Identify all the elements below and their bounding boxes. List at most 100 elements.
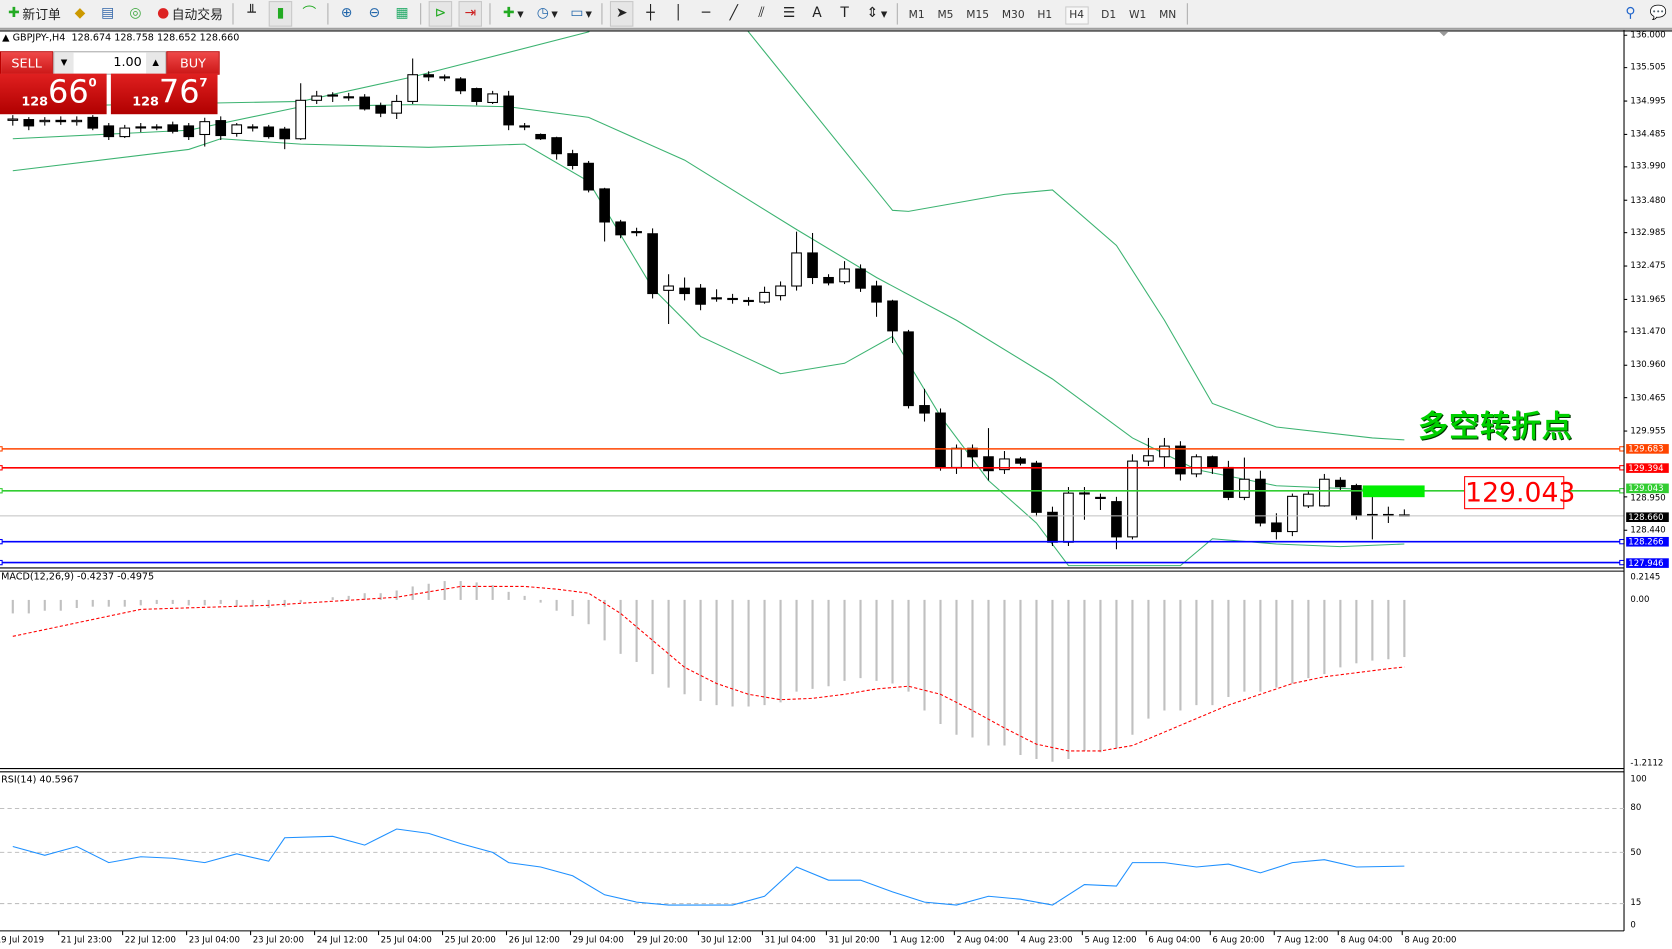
- timeframe-w1[interactable]: W1: [1128, 9, 1147, 22]
- bull-candle-body: [775, 285, 786, 297]
- candle: [1287, 493, 1298, 537]
- arrows-icon: ⇕: [866, 5, 879, 22]
- fibonacci-button[interactable]: ☰: [779, 2, 800, 25]
- bear-candle-body: [1047, 511, 1058, 543]
- candle: [919, 388, 930, 422]
- bull-candle-body: [1095, 496, 1106, 499]
- text-label-button[interactable]: T: [834, 2, 855, 25]
- timeframe-m30[interactable]: M30: [1001, 9, 1025, 22]
- candle: [23, 117, 35, 131]
- time-label: 19 Jul 2019: [0, 935, 45, 945]
- bull-candle-body: [391, 100, 403, 114]
- candle: [1015, 456, 1026, 466]
- bear-candle-body: [263, 126, 275, 138]
- bear-candle-body: [519, 125, 530, 128]
- lot-size-stepper[interactable]: ▼ 1.00 ▲: [53, 51, 167, 75]
- crosshair-button[interactable]: ┼: [640, 2, 661, 25]
- indicators-button[interactable]: ✚ ▾: [498, 2, 526, 25]
- crosshair-icon: ┼: [646, 5, 655, 22]
- vertical-line-button[interactable]: │: [668, 2, 689, 25]
- annotation-text[interactable]: 多空转折点: [1418, 408, 1573, 445]
- timeframe-h4[interactable]: H4: [1065, 6, 1089, 25]
- periods-button[interactable]: ◷ ▾: [532, 2, 560, 25]
- candle: [823, 274, 834, 286]
- signal-button[interactable]: ◎: [125, 2, 146, 25]
- auto-trading-button[interactable]: ● 自动交易: [153, 2, 226, 25]
- timeframe-mn[interactable]: MN: [1159, 9, 1177, 22]
- trendline-button[interactable]: ╱: [723, 2, 744, 25]
- rsi-axis-label: 15: [1630, 898, 1642, 908]
- bollinger-upper-line: [12, 30, 1405, 441]
- price-tick-label: 130.960: [1630, 359, 1666, 370]
- level-handle: [0, 465, 3, 471]
- equidistant-channel-button[interactable]: ⫽: [751, 2, 772, 25]
- timeframe-d1[interactable]: D1: [1101, 9, 1117, 22]
- chart-shift-button[interactable]: ⊳: [428, 1, 453, 27]
- candle: [487, 90, 498, 104]
- annotation-price-label[interactable]: 129.043: [1464, 476, 1576, 510]
- price-tick-label: 128.440: [1630, 524, 1666, 535]
- candle: [119, 124, 131, 139]
- timeframe-m15[interactable]: M15: [966, 9, 990, 22]
- auto-trading-icon: ●: [157, 5, 170, 22]
- zoom-in-button[interactable]: ⊕: [336, 2, 357, 25]
- candle: [999, 451, 1010, 474]
- templates-button[interactable]: ▭ ▾: [570, 5, 592, 22]
- chart-canvas[interactable]: [0, 29, 1672, 949]
- bull-candle-body: [1303, 493, 1314, 507]
- bid-price-box[interactable]: 128 66 0: [0, 73, 107, 115]
- line-chart-button[interactable]: ⌒: [299, 2, 320, 25]
- price-tick-label: 130.465: [1630, 392, 1666, 402]
- tile-windows-button[interactable]: ▦: [391, 2, 412, 25]
- bollinger-lower-line: [12, 138, 1405, 567]
- lot-increase-button[interactable]: ▲: [146, 52, 166, 74]
- candle: [1031, 460, 1042, 517]
- new-order-button[interactable]: ✚ 新订单: [3, 2, 63, 25]
- price-tag-129.683: 129.683: [1626, 444, 1669, 454]
- lot-size-input[interactable]: 1.00: [113, 54, 142, 70]
- sell-button[interactable]: SELL: [0, 51, 54, 75]
- chart-shift-icon: ⊳: [434, 5, 447, 22]
- bear-candle-body: [615, 221, 626, 236]
- candle: [983, 428, 994, 481]
- horizontal-line-button[interactable]: ─: [695, 2, 716, 25]
- candle: [327, 92, 339, 103]
- level-handle: [1619, 488, 1625, 494]
- candle: [343, 92, 355, 101]
- bear-candle-body: [983, 456, 994, 472]
- history-button[interactable]: ▤: [97, 2, 118, 25]
- separator: [327, 3, 329, 25]
- search-button[interactable]: ⚲: [1620, 2, 1641, 25]
- gold-button[interactable]: ◆: [69, 2, 90, 25]
- zoom-out-button[interactable]: ⊖: [364, 2, 385, 25]
- chart-shift-marker: [1439, 32, 1449, 37]
- autoscroll-button[interactable]: ⇥: [458, 1, 483, 27]
- bull-candle-body: [1287, 495, 1298, 533]
- candlestick-button[interactable]: ▮: [268, 1, 293, 27]
- text-icon: A: [812, 5, 822, 22]
- ask-price-box[interactable]: 128 76 7: [110, 73, 218, 115]
- buy-button[interactable]: BUY: [166, 51, 220, 75]
- chat-button[interactable]: 💬: [1647, 2, 1668, 25]
- candle: [807, 232, 818, 285]
- bid-big: 66: [47, 73, 89, 112]
- timeframe-m1[interactable]: M1: [908, 9, 925, 22]
- candle: [791, 231, 802, 291]
- timeframe-h1[interactable]: H1: [1037, 9, 1053, 22]
- candle: [679, 277, 690, 301]
- bear-candle-body: [423, 74, 434, 78]
- cursor-button[interactable]: ➤: [610, 1, 634, 27]
- bull-candle-body: [199, 121, 211, 136]
- timeframe-m5[interactable]: M5: [937, 9, 954, 22]
- arrows-button[interactable]: ⇕ ▾: [862, 2, 890, 25]
- text-button[interactable]: A: [806, 2, 827, 25]
- candle: [599, 187, 610, 242]
- price-tick-label: 134.485: [1630, 129, 1666, 139]
- ask-sup: 7: [199, 75, 208, 90]
- candle: [727, 293, 738, 304]
- bear-candle-body: [647, 233, 658, 295]
- candle: [743, 297, 754, 306]
- bar-chart-button[interactable]: ╨: [241, 2, 262, 25]
- lot-decrease-button[interactable]: ▼: [54, 52, 74, 74]
- bull-candle-body: [71, 119, 83, 123]
